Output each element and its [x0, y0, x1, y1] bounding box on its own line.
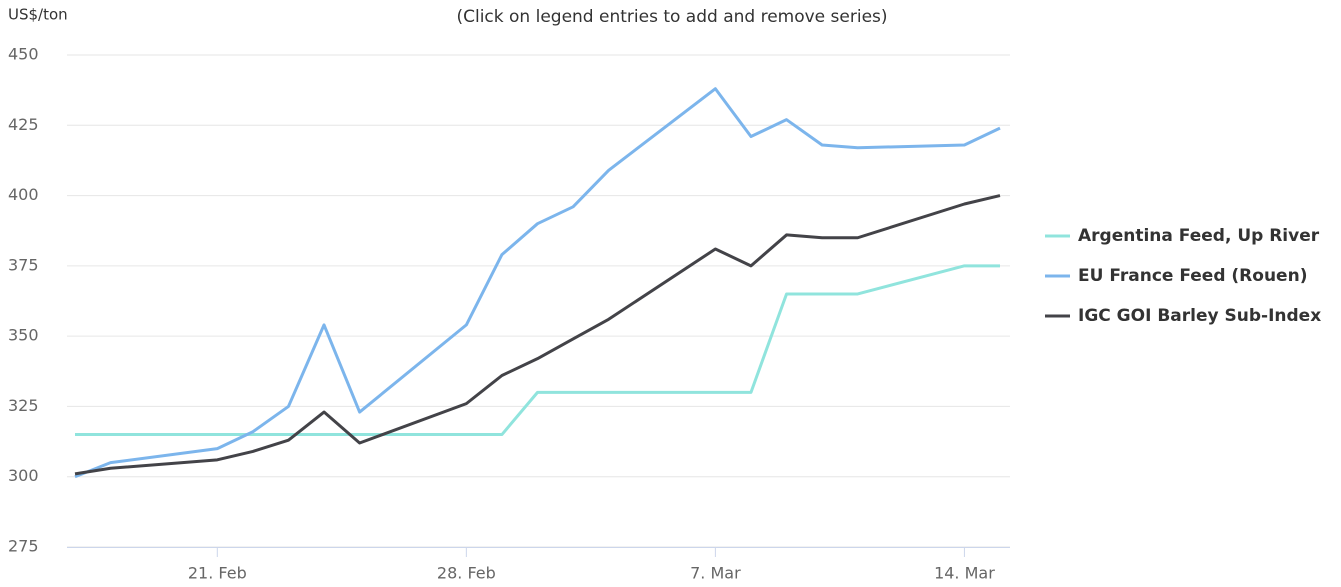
y-tick-label: 450: [8, 45, 39, 64]
series: [74, 87, 1001, 479]
y-axis-label: US$/ton: [8, 6, 68, 24]
legend-item[interactable]: EU France Feed (Rouen): [1045, 266, 1307, 286]
series: [74, 194, 1001, 476]
series-line: [74, 87, 1001, 479]
legend-label[interactable]: IGC GOI Barley Sub-Index: [1078, 306, 1321, 326]
chart-subtitle: (Click on legend entries to add and remo…: [456, 7, 887, 27]
y-tick-label: 275: [8, 537, 39, 556]
y-tick-label: 425: [8, 115, 39, 134]
legend: Argentina Feed, Up River EU France Feed (…: [1045, 226, 1321, 326]
series: [75, 264, 1000, 437]
y-tick-label: 325: [8, 396, 39, 415]
legend-item[interactable]: Argentina Feed, Up River: [1045, 226, 1320, 246]
legend-label[interactable]: EU France Feed (Rouen): [1078, 266, 1307, 286]
x-tick-label: 14. Mar: [934, 564, 995, 583]
x-tick-label: 7. Mar: [690, 564, 741, 583]
y-tick-label: 350: [8, 326, 39, 345]
y-tick-label: 400: [8, 185, 39, 204]
series-line: [74, 194, 1001, 476]
y-tick-label: 300: [8, 466, 39, 485]
y-tick-label: 375: [8, 255, 39, 274]
x-tick-label: 28. Feb: [437, 564, 496, 583]
series-line: [75, 264, 1000, 437]
legend-label[interactable]: Argentina Feed, Up River: [1078, 226, 1320, 246]
legend-item[interactable]: IGC GOI Barley Sub-Index: [1045, 306, 1321, 326]
x-tick-label: 21. Feb: [188, 564, 247, 583]
